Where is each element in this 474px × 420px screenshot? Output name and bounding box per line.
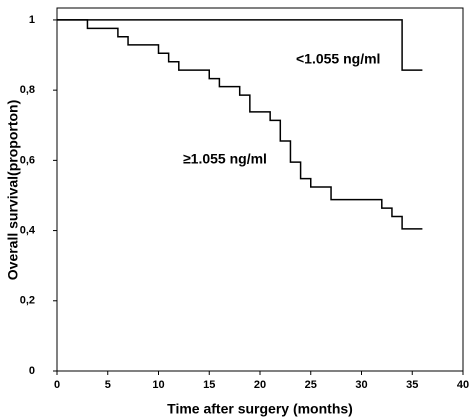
y-tick-label: 0,6 <box>20 154 35 166</box>
x-tick-label: 15 <box>203 379 215 391</box>
x-tick-label: 20 <box>254 379 266 391</box>
x-tick-label: 10 <box>152 379 164 391</box>
x-tick-label: 40 <box>457 379 469 391</box>
y-tick-label: 0,4 <box>20 224 36 236</box>
x-tick-label: 30 <box>355 379 367 391</box>
y-tick-label: 0,2 <box>20 295 35 307</box>
survival-curve <box>57 19 423 230</box>
x-tick-label: 25 <box>305 379 317 391</box>
series-label: ≥1.055 ng/ml <box>183 151 267 167</box>
y-tick-label: 1 <box>29 14 35 26</box>
x-tick-label: 0 <box>54 379 60 391</box>
survival-curve <box>57 19 423 71</box>
y-axis-label: Overall survival(proporton) <box>5 100 21 280</box>
x-tick-label: 35 <box>406 379 418 391</box>
x-axis-label: Time after surgery (months) <box>167 401 353 417</box>
series-label: <1.055 ng/ml <box>296 51 380 67</box>
y-tick-label: 0 <box>29 365 35 377</box>
y-tick-label: 0,8 <box>20 84 35 96</box>
x-tick-label: 5 <box>105 379 111 391</box>
